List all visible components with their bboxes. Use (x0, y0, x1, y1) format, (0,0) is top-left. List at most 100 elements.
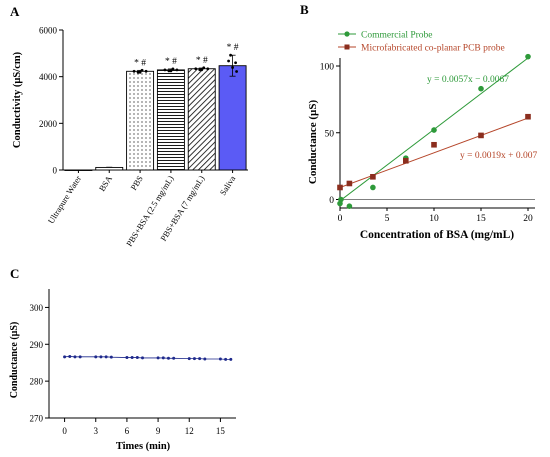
b-equation-commercial: y = 0.0057x − 0.0067 (427, 75, 509, 85)
a-replicate-point (169, 69, 173, 73)
c-y-tick-label: 280 (30, 377, 44, 387)
a-replicate-point (200, 68, 204, 72)
a-replicate-point (171, 67, 175, 71)
b-point-commercial (346, 203, 353, 209)
c-point (224, 357, 228, 361)
panel-b: Conductance (µS) Concentration of BSA (m… (307, 31, 537, 242)
a-y-tick-label: 2000 (39, 119, 58, 129)
b-x-axis-title: Concentration of BSA (mg/mL) (360, 229, 514, 241)
panel-c: Conductance (µS) Times (min) 27028029030… (9, 289, 236, 452)
c-y-tick-label: 300 (30, 303, 44, 313)
b-point-microfab (346, 180, 353, 187)
b-point-commercial (370, 184, 376, 191)
a-bar (126, 70, 155, 171)
b-x-tick-label: 5 (385, 214, 390, 224)
c-point (187, 357, 191, 361)
b-point-microfab (403, 157, 409, 164)
b-point-microfab (370, 174, 376, 180)
c-point (104, 355, 108, 359)
c-point (229, 357, 233, 361)
c-point (109, 355, 113, 359)
a-y-tick-label: 6000 (39, 26, 58, 36)
b-x-tick-label: 0 (338, 214, 343, 224)
c-point (73, 355, 77, 359)
a-bar (187, 68, 216, 171)
b-point-microfab (525, 113, 531, 120)
c-point (141, 356, 144, 360)
c-point (203, 357, 207, 361)
b-y-tick-label: 0 (329, 196, 334, 206)
a-category-label: Saliva (218, 174, 238, 198)
b-equation-microfab: y = 0.0019x + 0.007 (460, 151, 537, 161)
a-replicate-point (198, 68, 202, 72)
c-y-tick-label: 290 (30, 340, 44, 350)
panel-label-a: A (10, 4, 20, 19)
a-replicate-point (202, 66, 206, 70)
b-y-tick-label: 100 (320, 63, 335, 73)
c-x-axis-title: Times (min) (116, 441, 171, 452)
b-legend: Commercial Probe Microfabricated co-plan… (338, 31, 505, 54)
panel-label-c: C (10, 266, 19, 281)
c-y-tick-label: 270 (30, 414, 44, 424)
c-point (135, 356, 139, 360)
b-point-commercial (338, 196, 344, 203)
a-significance-label: * # (165, 57, 177, 67)
b-y-axis-title: Conductance (µS) (307, 100, 319, 185)
legend-commercial-marker (344, 31, 350, 37)
c-point (172, 356, 176, 360)
panel-a: Conductivity (µS/cm) 0 2000 4000 6000 Ultra… (12, 26, 248, 248)
c-point (125, 356, 129, 360)
a-replicate-point (206, 67, 210, 71)
a-replicate-point (175, 68, 179, 72)
a-y-axis-title: Conductivity (µS/cm) (12, 51, 23, 148)
a-bar (95, 166, 124, 171)
c-point (161, 356, 165, 360)
c-x-tick-label: 0 (62, 426, 67, 436)
c-point (218, 357, 222, 361)
a-replicate-point (235, 70, 238, 73)
a-replicate-point (227, 59, 230, 63)
b-x-tick-label: 10 (429, 214, 439, 224)
a-significance-label: * # (134, 58, 146, 68)
a-replicate-point (140, 68, 144, 72)
c-point (63, 355, 67, 359)
legend-microfab-label: Microfabricated co-planar PCB probe (361, 43, 505, 54)
a-replicate-point (194, 67, 198, 71)
b-point-commercial (478, 85, 484, 92)
c-point (130, 356, 134, 360)
a-replicate-point (229, 53, 232, 57)
c-point (78, 355, 82, 359)
c-point (198, 357, 202, 361)
b-y-tick-label: 50 (325, 129, 335, 139)
a-replicate-point (167, 69, 171, 73)
a-replicate-point (231, 66, 234, 69)
legend-microfab-marker (344, 44, 350, 50)
c-point (99, 355, 103, 359)
a-bar (218, 65, 247, 171)
c-x-tick-label: 12 (185, 426, 194, 436)
a-significance-label: * # (227, 43, 239, 53)
c-x-tick-label: 15 (216, 426, 226, 436)
c-x-tick-label: 3 (94, 426, 99, 436)
a-replicate-point (132, 69, 136, 73)
a-category-label: Ultrapure Water (46, 174, 84, 226)
b-point-microfab (478, 132, 484, 139)
a-significance-label: * # (196, 56, 208, 66)
c-x-tick-label: 9 (156, 426, 161, 436)
a-category-label: PBS (128, 174, 145, 192)
a-replicate-point (144, 69, 148, 73)
c-point (94, 355, 98, 359)
a-category-label: BSA (97, 173, 115, 193)
legend-commercial-label: Commercial Probe (361, 31, 433, 41)
a-replicate-point (136, 70, 140, 74)
b-point-commercial (431, 127, 437, 133)
a-y-tick-label: 0 (53, 166, 58, 176)
c-point (156, 356, 160, 360)
c-point (192, 357, 196, 361)
a-replicate-point (234, 61, 237, 65)
a-replicate-point (138, 70, 142, 74)
a-y-tick-label: 4000 (39, 72, 58, 82)
b-x-tick-label: 20 (523, 214, 533, 224)
c-y-axis-title: Conductance (µS) (9, 322, 20, 399)
